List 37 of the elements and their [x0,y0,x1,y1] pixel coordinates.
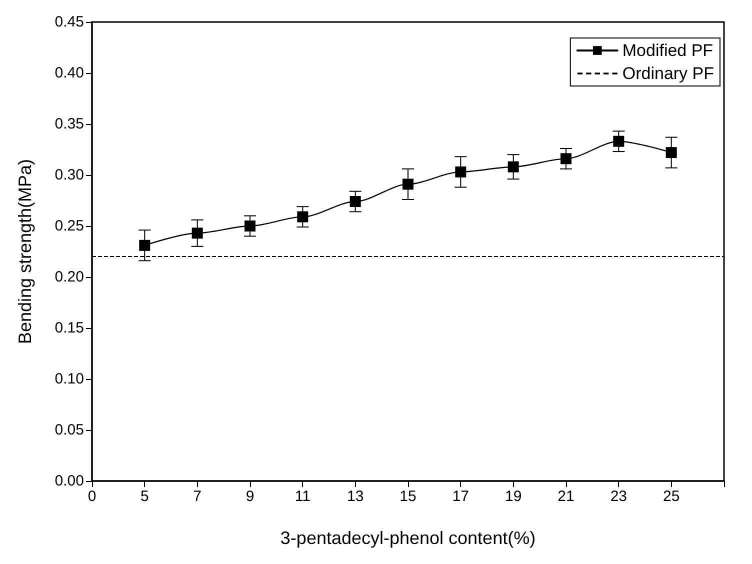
point [350,196,361,208]
point [297,211,308,222]
y-axis-title: Bending strength(MPa) [15,158,35,344]
y-tick-label: 0.10 [54,370,84,388]
x-tick-label: 17 [452,488,470,505]
point [666,147,677,158]
y-tick-label: 0.25 [54,218,84,234]
point [402,178,414,190]
legend-label: Modified PF [622,41,714,60]
y-tick-label: 0.35 [54,116,84,132]
x-tick-label: 25 [662,488,680,505]
x-tick-label: 23 [610,488,628,505]
y-tick-label: 0.15 [54,320,84,336]
y-tick-label: 0.00 [54,472,84,490]
y-tick-label: 0.30 [54,166,84,184]
point [139,240,150,251]
y-tick-label: 0.40 [54,64,84,82]
x-tick-label: 15 [400,488,416,505]
x-tick-label: 5 [140,488,149,505]
x-tick-label: 13 [346,488,364,505]
x-tick-label: 0 [88,488,96,505]
point [244,220,256,232]
point [613,136,624,147]
x-axis-title: 3-pentadecyl-phenol content(%) [280,528,536,548]
y-tick-label: 0.45 [54,14,84,30]
y-tick-label: 0.05 [54,422,84,438]
y-tick-label: 0.20 [54,268,84,286]
point [455,166,466,178]
x-tick-label: 11 [294,488,310,505]
x-tick-label: 9 [246,488,254,505]
x-tick-label: 7 [193,488,202,505]
point [560,153,572,164]
legend-label: Ordinary PF [622,64,714,83]
point [508,161,519,172]
x-tick-label: 21 [558,488,574,505]
x-tick-label: 19 [504,488,522,505]
point [192,228,203,239]
